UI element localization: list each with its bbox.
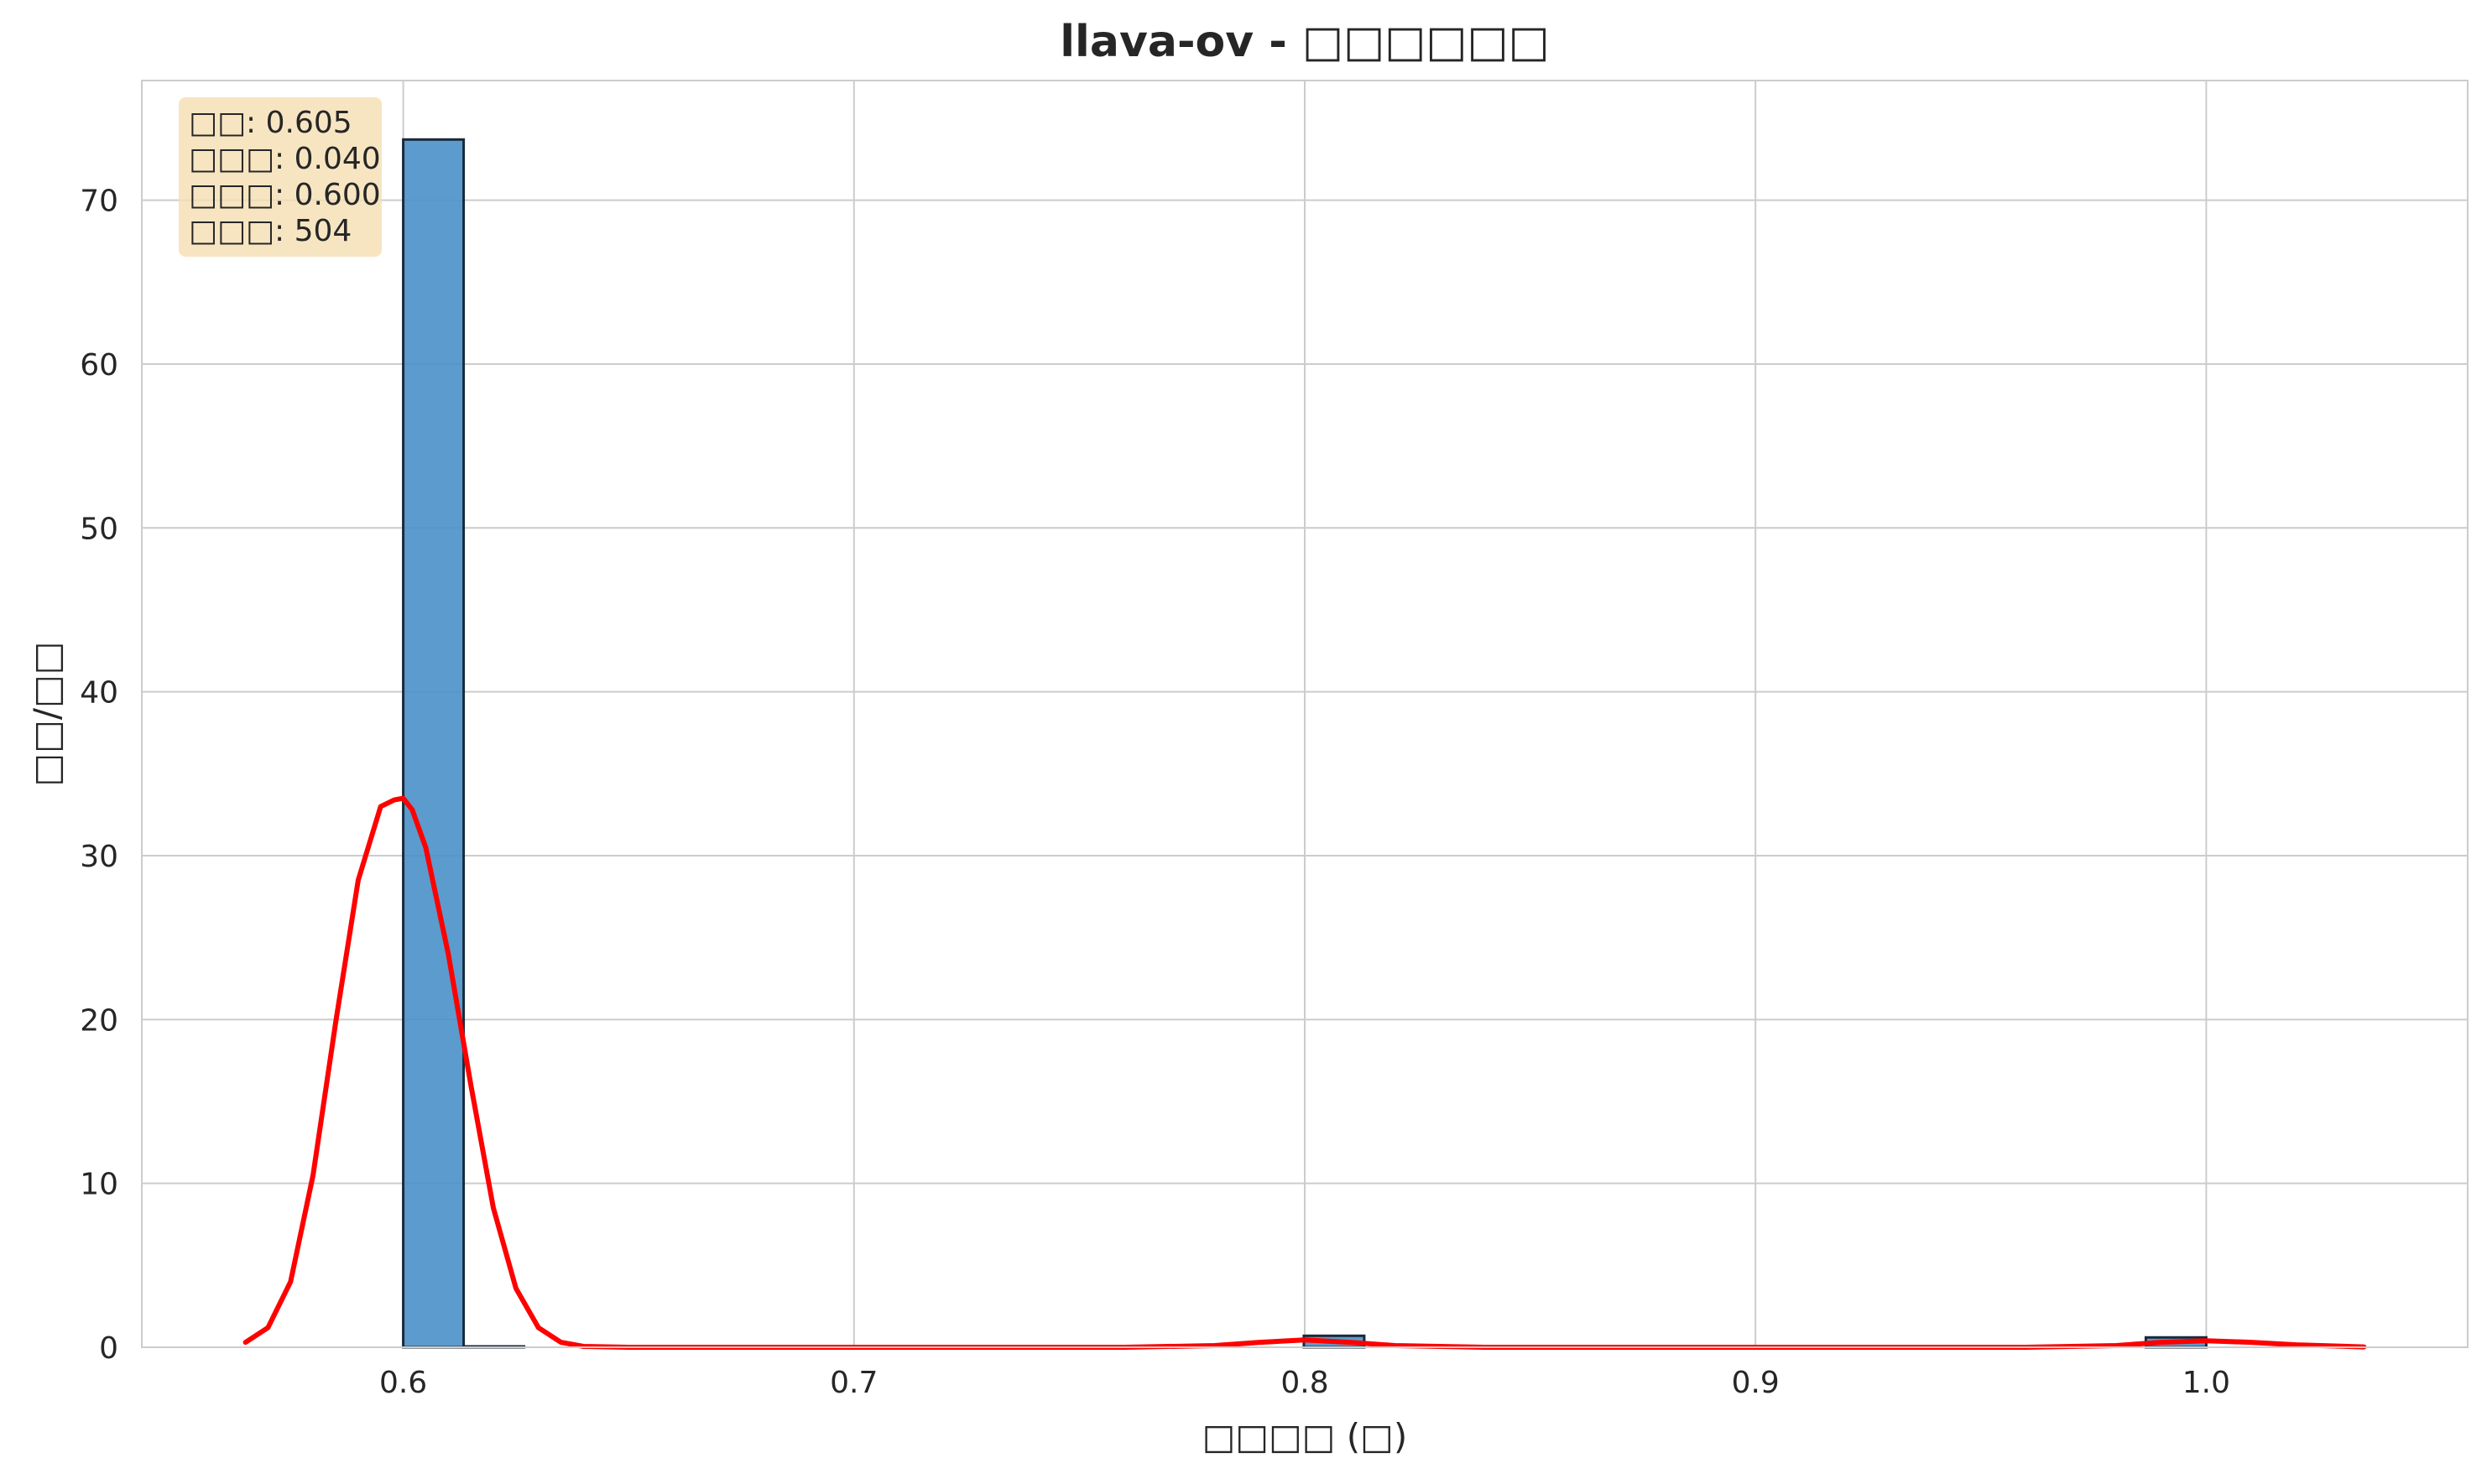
y-axis-title: □□/□□	[26, 642, 67, 787]
y-tick-label: 0	[99, 1331, 118, 1366]
x-axis-title: □□□□ (□)	[1202, 1416, 1408, 1457]
y-tick-label: 70	[80, 185, 118, 219]
stats-count: □□□: 504	[189, 214, 352, 248]
stats-median: □□□: 0.600	[189, 178, 381, 212]
x-tick-label: 0.8	[1280, 1366, 1328, 1400]
stats-box: □□: 0.605 □□□: 0.040 □□□: 0.600 □□□: 504	[179, 97, 382, 257]
plot-frame	[141, 80, 2469, 1348]
y-tick-label: 30	[80, 840, 118, 874]
y-tick-label: 20	[80, 1003, 118, 1038]
histogram-bar	[402, 138, 466, 1349]
grid-lines	[142, 81, 2468, 1347]
y-tick-labels: 0 10 20 30 40 50 60 70	[80, 185, 118, 1366]
stats-mean: □□: 0.605	[189, 106, 352, 140]
y-tick-label: 10	[80, 1168, 118, 1202]
y-tick-label: 40	[80, 676, 118, 711]
x-tick-label: 0.9	[1732, 1366, 1780, 1400]
chart-title: llava-ov - □□□□□□	[1060, 17, 1550, 67]
y-tick-label: 50	[80, 512, 118, 546]
stats-box-background	[179, 97, 382, 257]
x-tick-label: 1.0	[2182, 1366, 2230, 1400]
stats-std: □□□: 0.040	[189, 142, 381, 176]
y-tick-label: 60	[80, 348, 118, 383]
x-tick-labels: 0.6 0.7 0.8 0.9 1.0	[379, 1366, 2230, 1400]
x-tick-label: 0.7	[830, 1366, 878, 1400]
x-tick-label: 0.6	[379, 1366, 427, 1400]
